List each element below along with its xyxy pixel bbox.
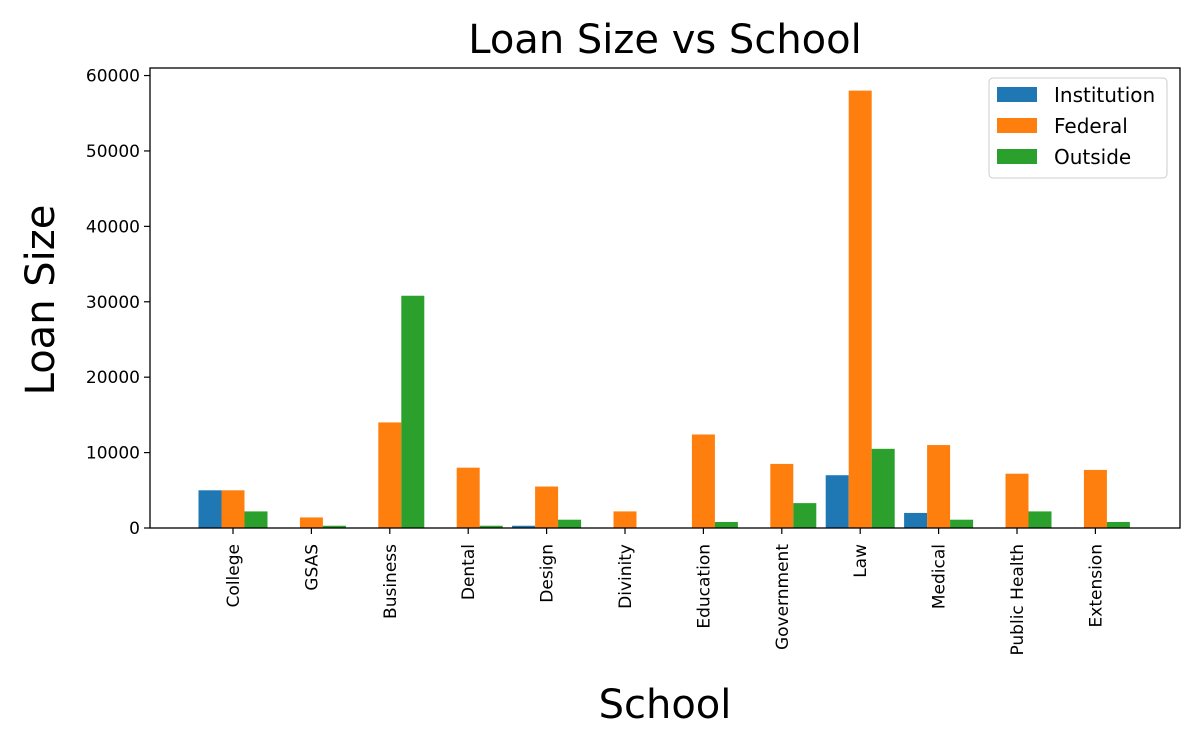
- bar-federal-college: [221, 490, 245, 528]
- y-axis-title: Loan Size: [18, 205, 64, 396]
- y-tick-label: 30000: [86, 293, 140, 313]
- legend-label-federal: Federal: [1054, 114, 1128, 138]
- y-tick-label: 40000: [86, 217, 140, 237]
- x-tick-label-government: Government: [773, 544, 793, 650]
- legend-label-outside: Outside: [1054, 145, 1131, 169]
- x-axis-title: School: [599, 682, 732, 728]
- bar-institution-college: [198, 490, 222, 528]
- x-tick-label-business: Business: [381, 544, 401, 619]
- y-tick-label: 50000: [86, 142, 140, 162]
- bar-federal-medical: [927, 445, 951, 528]
- legend-swatch-outside: [997, 149, 1037, 164]
- legend: Institution Federal Outside: [988, 77, 1168, 179]
- x-tick-label-design: Design: [538, 544, 558, 603]
- bar-federal-dental: [456, 467, 480, 528]
- bars-group: [198, 90, 1130, 528]
- x-tick-label-extension: Extension: [1086, 544, 1106, 627]
- y-tick-label: 20000: [86, 368, 140, 388]
- legend-swatch-institution: [997, 87, 1037, 102]
- bar-federal-government: [770, 463, 794, 528]
- y-tick-label: 10000: [86, 444, 140, 464]
- bar-outside-extension: [1106, 521, 1130, 528]
- x-tick-label-education: Education: [694, 544, 714, 629]
- bar-outside-law: [871, 448, 895, 528]
- bar-outside-college: [244, 511, 268, 528]
- x-tick-label-divinity: Divinity: [616, 544, 636, 609]
- x-tick-label-public-health: Public Health: [1008, 544, 1028, 656]
- bar-federal-divinity: [613, 511, 637, 528]
- bar-institution-medical: [904, 512, 928, 528]
- bar-federal-design: [535, 486, 559, 528]
- bar-outside-dental: [479, 525, 503, 528]
- x-axis: College GSAS Business Dental Design Divinity E…: [224, 528, 1106, 656]
- bar-federal-law: [848, 90, 872, 528]
- bar-outside-education: [714, 521, 738, 528]
- bar-outside-business: [401, 295, 425, 528]
- bar-outside-gsas: [322, 525, 346, 528]
- legend-swatch-federal: [997, 118, 1037, 133]
- legend-label-institution: Institution: [1054, 83, 1155, 107]
- bar-federal-public-health: [1005, 473, 1029, 528]
- bar-federal-extension: [1083, 469, 1107, 528]
- y-axis: 0 10000 20000 30000 40000 50000 60000: [86, 67, 150, 539]
- bar-outside-medical: [950, 519, 974, 528]
- x-tick-label-dental: Dental: [459, 544, 479, 600]
- y-tick-label: 60000: [86, 67, 140, 87]
- bar-federal-gsas: [299, 517, 323, 528]
- bar-federal-business: [378, 422, 402, 528]
- bar-federal-education: [691, 434, 715, 528]
- bar-institution-law: [825, 475, 849, 528]
- chart-title: Loan Size vs School: [468, 17, 861, 63]
- x-tick-label-medical: Medical: [930, 544, 950, 609]
- bar-outside-design: [558, 519, 582, 528]
- plot-frame: [149, 67, 1181, 529]
- bar-outside-government: [793, 503, 817, 528]
- x-tick-label-college: College: [224, 544, 244, 607]
- bar-outside-public-health: [1028, 511, 1052, 528]
- x-tick-label-gsas: GSAS: [302, 544, 322, 591]
- y-tick-label: 0: [129, 519, 140, 539]
- x-tick-label-law: Law: [851, 544, 871, 578]
- bar-institution-design: [512, 525, 536, 528]
